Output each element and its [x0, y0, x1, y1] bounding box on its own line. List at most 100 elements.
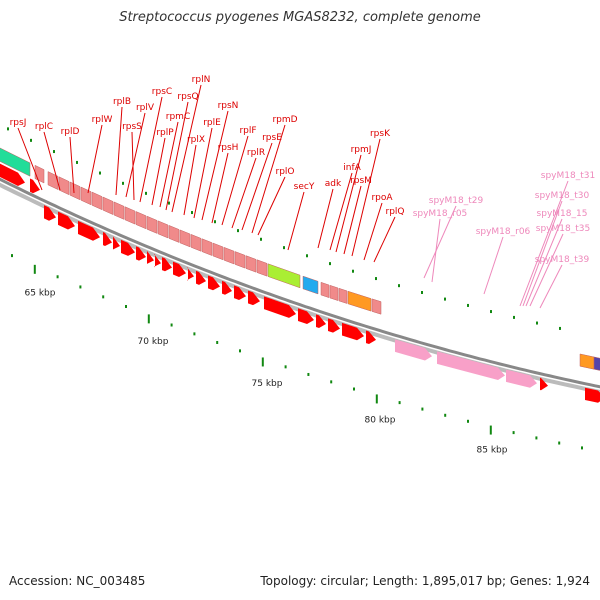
gene-label-rpsM: rpsM [350, 176, 372, 186]
backbone-line [0, 177, 600, 389]
cds-arrow [248, 290, 260, 306]
operon-box [80, 186, 92, 206]
leader-line [43, 131, 61, 191]
cds-arrow [121, 239, 135, 256]
leader-line [519, 180, 569, 307]
gene-label-rplV: rplV [136, 103, 155, 113]
gene-label-rpmD: rpmD [272, 115, 297, 125]
cds-arrow [187, 267, 194, 281]
leader-line [257, 176, 286, 236]
gene-label-rpsN: rpsN [218, 101, 239, 111]
rna-label-spyM18_t29: spyM18_t29 [429, 196, 484, 206]
gene-label-rpsK: rpsK [370, 129, 391, 139]
leader-line [423, 205, 457, 279]
leader-line [529, 233, 564, 307]
secY-box [267, 263, 301, 289]
rna-label-spyM18_r06: spyM18_r06 [476, 227, 531, 237]
axis-label: 80 kbp [365, 415, 396, 425]
feature-labels: 65 kbp 70 kbp 75 kbp 80 kbp 85 kbp rpsJ rplC rp… [10, 75, 596, 456]
cds-arrow [78, 220, 100, 241]
gene-label-rplX: rplX [187, 135, 205, 145]
gene-label-rpmJ: rpmJ [351, 145, 372, 155]
leader-line [221, 135, 249, 226]
operon-box [190, 233, 202, 252]
gene-label-rplB: rplB [113, 97, 131, 107]
leader-line [115, 106, 123, 196]
gene-label-rplE: rplE [203, 118, 221, 128]
rna-label-spyM18_15: spyM18_15 [537, 209, 588, 219]
gene-label-rplR: rplR [247, 148, 265, 158]
operon-box [371, 298, 382, 315]
gene-label-rplC: rplC [35, 122, 53, 132]
gene-label-rplN: rplN [192, 75, 211, 85]
operon-box [179, 229, 191, 248]
leader-line [329, 172, 353, 251]
leader-line [211, 152, 229, 224]
feature-arrows [0, 163, 600, 403]
axis-label: 65 kbp [25, 288, 56, 298]
operon-box [69, 181, 81, 201]
operon-box [157, 220, 169, 239]
cds-arrow [342, 322, 364, 341]
gene-label-rplP: rplP [156, 128, 174, 138]
gene-label-rpsJ: rpsJ [10, 118, 27, 128]
rna-feature-arrow [506, 369, 537, 388]
rna-label-spyM18_r05: spyM18_r05 [413, 209, 468, 219]
operon-box [320, 281, 330, 298]
cds-arrow [222, 280, 232, 295]
gene-label-rplF: rplF [239, 126, 256, 136]
gene-label-rplQ: rplQ [386, 207, 405, 217]
cds-arrow [196, 270, 206, 285]
operon-box [135, 211, 147, 230]
gene-label-adk: adk [325, 179, 342, 189]
leader-line [131, 131, 135, 201]
gene-label-rpoA: rpoA [371, 193, 393, 203]
leader-line [201, 110, 229, 221]
operon-box [58, 176, 70, 196]
operon-box [212, 242, 224, 261]
leader-line [287, 191, 305, 251]
cds-arrow [147, 250, 154, 264]
rna-label-spyM18_t39: spyM18_t39 [535, 255, 590, 265]
leader-line [171, 84, 202, 213]
feature-boxes [0, 147, 600, 371]
upstream-feature-box [0, 147, 31, 177]
cds-arrow [58, 211, 75, 230]
leader-line [193, 127, 213, 219]
leader-line [17, 127, 43, 191]
leader-line [159, 121, 179, 208]
leader-line [231, 157, 257, 229]
genome-summary-text: Topology: circular; Length: 1,895,017 bp… [260, 574, 590, 588]
operon-box [329, 284, 339, 301]
cds-arrow [366, 330, 376, 345]
rpoA-box [347, 290, 372, 312]
cds-arrow [264, 296, 296, 318]
leader-line [525, 218, 563, 307]
cds-arrow [298, 308, 314, 325]
operon-box [245, 255, 257, 273]
axis-label: 70 kbp [138, 337, 169, 347]
operon-box [338, 287, 348, 304]
map-title: Streptococcus pyogenes MGAS8232, complet… [119, 10, 481, 25]
operon-box [201, 238, 213, 256]
cds-arrow [154, 253, 161, 268]
operon-box [256, 259, 268, 277]
label-leader-lines [17, 84, 569, 309]
gene-label-rpsE: rpsE [262, 133, 282, 143]
leader-line [165, 101, 189, 211]
accession-text: Accession: NC_003485 [9, 574, 146, 588]
gene-label-rplD: rplD [61, 127, 80, 137]
gene-label-infA: infA [343, 163, 361, 173]
cds-arrow [0, 163, 25, 186]
downstream-box [579, 353, 595, 370]
rna-label-spyM18_t31: spyM18_t31 [541, 171, 595, 181]
leader-line [539, 264, 563, 309]
operon-box [91, 191, 103, 211]
cds-arrow [585, 387, 600, 403]
cds-arrow [136, 246, 146, 261]
leader-line [343, 185, 362, 255]
operon-box [168, 225, 180, 243]
operon-box [102, 196, 114, 215]
cds-arrow [30, 178, 40, 194]
